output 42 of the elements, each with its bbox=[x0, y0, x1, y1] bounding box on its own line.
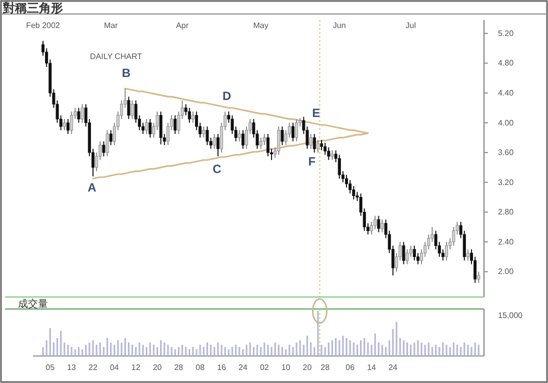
y-tick-label: 4.80 bbox=[498, 58, 514, 68]
x-tick-label: 08 bbox=[196, 363, 206, 372]
x-tick-label: Apr bbox=[176, 21, 189, 30]
annotation: C bbox=[212, 162, 222, 176]
x-tick-label: Jul bbox=[406, 21, 416, 30]
annotation: A bbox=[88, 180, 97, 195]
x-tick-label: 06 bbox=[346, 363, 356, 372]
text: 15,000 bbox=[498, 311, 524, 320]
x-tick-label: 20 bbox=[302, 363, 312, 372]
x-tick-label: 04 bbox=[110, 363, 120, 372]
y-tick-label: 3.60 bbox=[498, 148, 514, 158]
x-tick-label: 16 bbox=[217, 363, 227, 372]
x-tick-label: 22 bbox=[88, 363, 98, 372]
y-tick-label: 2.80 bbox=[498, 208, 514, 217]
x-tick-label: Jun bbox=[332, 21, 346, 30]
x-tick-label: Feb 2002 bbox=[26, 21, 60, 30]
chart-title: 成交量 bbox=[18, 298, 48, 310]
text: DAILY CHART bbox=[90, 52, 142, 61]
x-tick-label: 02 bbox=[260, 363, 270, 372]
x-tick-label: 24 bbox=[238, 363, 248, 372]
x-tick-label: Mar bbox=[104, 21, 118, 30]
y-tick-label: 2.40 bbox=[498, 237, 514, 246]
x-tick-label: 12 bbox=[131, 363, 141, 372]
x-tick-label: 14 bbox=[367, 363, 377, 372]
y-tick-label: 4.00 bbox=[498, 118, 514, 128]
annotation: D bbox=[222, 88, 232, 103]
x-tick-label: 13 bbox=[67, 363, 77, 372]
annotation: F bbox=[308, 154, 316, 168]
y-tick-label: 4.40 bbox=[498, 88, 514, 98]
x-tick-label: 10 bbox=[281, 363, 291, 372]
x-tick-label: 24 bbox=[388, 363, 398, 372]
y-tick-label: 5.20 bbox=[498, 28, 514, 38]
y-tick-label: 3.20 bbox=[498, 178, 514, 187]
x-tick-label: 05 bbox=[46, 363, 56, 372]
x-tick-label: 28 bbox=[174, 363, 184, 372]
annotation: E bbox=[312, 106, 320, 120]
annotation: B bbox=[122, 66, 131, 80]
x-tick-label: May bbox=[253, 21, 268, 30]
x-tick-label: 20 bbox=[152, 363, 162, 372]
x-tick-label: 28 bbox=[320, 363, 330, 372]
y-tick-label: 2.00 bbox=[498, 267, 514, 276]
chart-title: 對稱三角形 bbox=[2, 1, 63, 15]
